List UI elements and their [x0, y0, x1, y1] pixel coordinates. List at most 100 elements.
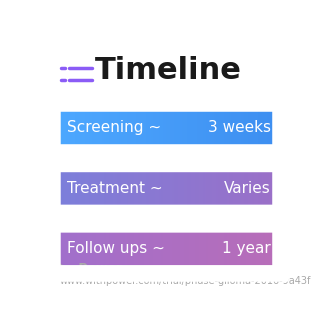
Bar: [176, 103, 178, 152]
Bar: [188, 164, 189, 213]
Bar: [64, 164, 66, 213]
Bar: [197, 224, 199, 273]
Bar: [66, 103, 68, 152]
Bar: [164, 224, 167, 273]
Bar: [89, 164, 91, 213]
Bar: [77, 164, 79, 213]
Bar: [136, 103, 138, 152]
Bar: [111, 164, 114, 213]
Bar: [227, 164, 229, 213]
Bar: [254, 103, 256, 152]
Bar: [275, 103, 277, 152]
Bar: [89, 224, 91, 273]
Bar: [208, 224, 211, 273]
Bar: [256, 224, 258, 273]
Bar: [170, 224, 172, 273]
Bar: [227, 103, 229, 152]
Bar: [87, 164, 89, 213]
Bar: [189, 224, 191, 273]
Bar: [193, 224, 195, 273]
Bar: [279, 103, 281, 152]
Bar: [142, 164, 144, 213]
Bar: [222, 103, 224, 152]
Bar: [201, 103, 203, 152]
Bar: [182, 224, 184, 273]
Bar: [231, 164, 233, 213]
Bar: [267, 224, 269, 273]
Bar: [252, 103, 254, 152]
Bar: [161, 224, 163, 273]
Bar: [246, 164, 249, 213]
Bar: [126, 224, 129, 273]
Bar: [106, 224, 108, 273]
Text: Follow ups ~: Follow ups ~: [67, 241, 165, 256]
Bar: [279, 224, 281, 273]
Bar: [159, 164, 161, 213]
Bar: [104, 224, 106, 273]
Bar: [184, 164, 186, 213]
Bar: [277, 164, 279, 213]
Bar: [68, 224, 70, 273]
Bar: [102, 103, 104, 152]
Bar: [132, 103, 134, 152]
Bar: [170, 164, 172, 213]
Bar: [224, 224, 226, 273]
Bar: [271, 164, 273, 213]
Bar: [92, 164, 94, 213]
Bar: [62, 164, 64, 213]
Bar: [144, 224, 146, 273]
Bar: [87, 224, 89, 273]
Bar: [115, 103, 117, 152]
Bar: [246, 224, 249, 273]
Bar: [79, 224, 81, 273]
Bar: [62, 224, 64, 273]
Bar: [244, 164, 247, 213]
Bar: [208, 103, 211, 152]
Bar: [210, 103, 212, 152]
Bar: [168, 224, 171, 273]
Bar: [132, 224, 134, 273]
Bar: [146, 224, 148, 273]
Bar: [66, 224, 68, 273]
Bar: [138, 103, 140, 152]
Bar: [246, 103, 249, 152]
Bar: [106, 164, 108, 213]
Bar: [52, 103, 54, 152]
Bar: [206, 103, 209, 152]
Bar: [62, 103, 64, 152]
Bar: [69, 103, 72, 152]
Bar: [186, 103, 188, 152]
Bar: [271, 103, 273, 152]
Text: ▷  Power: ▷ Power: [60, 262, 122, 275]
Bar: [277, 224, 279, 273]
Bar: [178, 164, 180, 213]
Bar: [109, 164, 112, 213]
Bar: [225, 164, 228, 213]
Bar: [104, 103, 106, 152]
Bar: [151, 164, 153, 213]
Bar: [68, 164, 70, 213]
Bar: [113, 164, 116, 213]
Bar: [108, 103, 110, 152]
Bar: [279, 164, 281, 213]
Bar: [218, 164, 220, 213]
Bar: [231, 224, 233, 273]
Bar: [106, 103, 108, 152]
Bar: [81, 103, 83, 152]
Bar: [212, 103, 214, 152]
Bar: [235, 103, 237, 152]
Bar: [89, 103, 91, 152]
Bar: [243, 103, 245, 152]
Bar: [258, 164, 260, 213]
Bar: [149, 164, 151, 213]
Bar: [199, 164, 201, 213]
Text: Timeline: Timeline: [95, 56, 241, 85]
Bar: [252, 224, 254, 273]
Bar: [229, 224, 231, 273]
Bar: [222, 224, 224, 273]
Bar: [94, 103, 96, 152]
Bar: [96, 164, 98, 213]
Bar: [104, 164, 106, 213]
Bar: [218, 224, 220, 273]
Bar: [54, 103, 56, 152]
